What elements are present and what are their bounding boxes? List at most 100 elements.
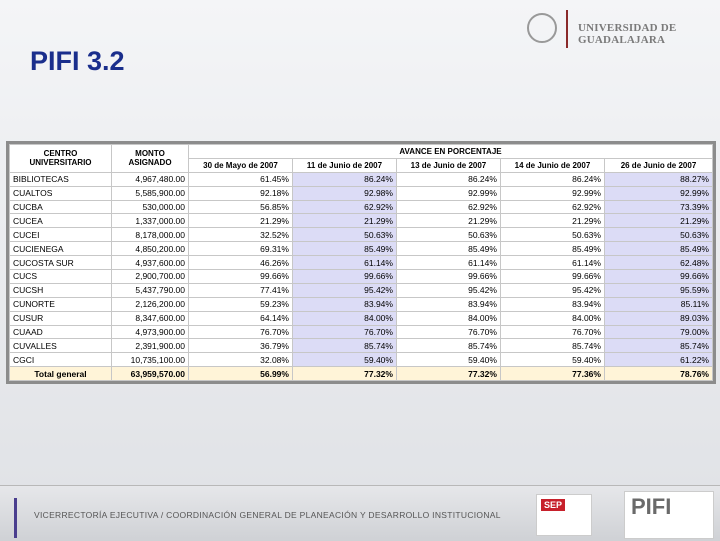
cell: 59.40% — [291, 352, 397, 368]
table-row: CUCSH 5,437,790.00 77.41% 95.42% 95.42% 95.42… — [9, 282, 714, 298]
progress-table: CENTRO UNIVERSITARIO MONTO ASIGNADO AVANCE… — [9, 144, 714, 382]
cell: 2,126,200.00 — [111, 296, 189, 312]
group-header: AVANCE EN PORCENTAJE — [188, 144, 713, 159]
cell: 21.29% — [395, 213, 501, 229]
cell: 62.92% — [499, 199, 605, 215]
cell: 85.49% — [291, 241, 397, 257]
cell: 32.08% — [188, 352, 293, 368]
row-label: CUCS — [9, 269, 112, 284]
cell: 76.70% — [291, 324, 397, 340]
cell: 73.39% — [603, 199, 714, 215]
cell: 76.70% — [499, 324, 605, 340]
table-row: CGCI 10,735,100.00 32.08% 59.40% 59.40% 59.40… — [9, 352, 714, 368]
table-row: CUCEI 8,178,000.00 32.52% 50.63% 50.63% 50.63… — [9, 227, 714, 243]
cell: 85.74% — [499, 338, 605, 354]
cell: 92.98% — [291, 185, 397, 201]
cell: 92.99% — [395, 185, 501, 201]
cell: 62.92% — [395, 199, 501, 215]
date-header: 13 de Junio de 2007 — [395, 157, 501, 173]
cell: 99.66% — [395, 269, 501, 284]
cell: 88.27% — [603, 171, 714, 187]
row-label: CUCEA — [9, 213, 112, 229]
cell: 2,391,900.00 — [111, 338, 189, 354]
cell: 99.66% — [499, 269, 605, 284]
cell: 99.66% — [188, 269, 293, 284]
cell: 86.24% — [395, 171, 501, 187]
cell: 61.45% — [188, 171, 293, 187]
cell: 50.63% — [291, 227, 397, 243]
row-label: CUCOSTA SUR — [9, 255, 112, 271]
cell: 21.29% — [291, 213, 397, 229]
cell: 92.18% — [188, 185, 293, 201]
cell: 85.49% — [499, 241, 605, 257]
table-row: CUCEA 1,337,000.00 21.29% 21.29% 21.29% 21.29… — [9, 213, 714, 229]
cell: 95.42% — [395, 282, 501, 298]
cell: 92.99% — [603, 185, 714, 201]
slide-title: PIFI 3.2 — [30, 46, 125, 76]
cell: 50.63% — [395, 227, 501, 243]
cell: 84.00% — [395, 310, 501, 326]
row-label: BIBLIOTECAS — [9, 171, 112, 187]
cell: 85.11% — [603, 296, 714, 312]
cell: 61.14% — [499, 255, 605, 271]
cell: 89.03% — [603, 310, 714, 326]
cell: 5,437,790.00 — [111, 282, 189, 298]
cell: 77.41% — [188, 282, 293, 298]
cell: 61.14% — [291, 255, 397, 271]
cell: 21.29% — [603, 213, 714, 229]
row-label: CUSUR — [9, 310, 112, 326]
sep-label: SEP — [541, 499, 566, 511]
cell: 76.70% — [395, 324, 501, 340]
cell: 77.32% — [395, 366, 501, 382]
row-label: CUNORTE — [9, 296, 112, 312]
footer: VICERRECTORÍA EJECUTIVA / COORDINACIÓN G… — [0, 485, 720, 541]
row-label: CUALTOS — [9, 185, 112, 201]
cell: 85.49% — [603, 241, 714, 257]
table-row: CUCS 2,900,700.00 99.66% 99.66% 99.66% 99.66%… — [9, 269, 714, 284]
cell: 56.99% — [188, 366, 293, 382]
cell: 2,900,700.00 — [111, 269, 189, 284]
cell: 95.59% — [603, 282, 714, 298]
table-row: CUSUR 8,347,600.00 64.14% 84.00% 84.00% 84.00… — [9, 310, 714, 326]
date-header: 11 de Junio de 2007 — [291, 157, 397, 173]
cell: 36.79% — [188, 338, 293, 354]
institution: UNIVERSIDAD DE GUADALAJARA — [578, 22, 677, 46]
date-header: 14 de Junio de 2007 — [499, 157, 605, 173]
cell: 10,735,100.00 — [111, 352, 189, 368]
cell: 56.85% — [188, 199, 293, 215]
table-row: CUALTOS 5,585,900.00 92.18% 92.98% 92.99% 92.… — [9, 185, 714, 201]
row-label: CGCI — [9, 352, 112, 368]
cell: 77.32% — [291, 366, 397, 382]
cell: 78.76% — [603, 366, 714, 382]
cell: 85.74% — [603, 338, 714, 354]
cell: 86.24% — [499, 171, 605, 187]
logo — [527, 10, 568, 48]
date-header: 30 de Mayo de 2007 — [188, 157, 293, 173]
cell: 61.14% — [395, 255, 501, 271]
cell: 59.40% — [499, 352, 605, 368]
cell: 21.29% — [188, 213, 293, 229]
cell: 76.70% — [188, 324, 293, 340]
cell: 92.99% — [499, 185, 605, 201]
cell: 59.40% — [395, 352, 501, 368]
table-row: CUNORTE 2,126,200.00 59.23% 83.94% 83.94% 83.… — [9, 296, 714, 312]
footer-text: VICERRECTORÍA EJECUTIVA / COORDINACIÓN G… — [34, 510, 501, 520]
cell: 85.49% — [395, 241, 501, 257]
table-row: CUCIENEGA 4,850,200.00 69.31% 85.49% 85.49% 8… — [9, 241, 714, 257]
column-header: CENTRO UNIVERSITARIO — [9, 144, 112, 173]
cell: 5,585,900.00 — [111, 185, 189, 201]
table-row: CUCBA 530,000.00 56.85% 62.92% 62.92% 62.92% 7… — [9, 199, 714, 215]
row-label: CUCEI — [9, 227, 112, 243]
row-label: CUVALLES — [9, 338, 112, 354]
cell: 85.74% — [291, 338, 397, 354]
cell: 86.24% — [291, 171, 397, 187]
cell: 77.36% — [499, 366, 605, 382]
cell: 62.48% — [603, 255, 714, 271]
cell: 530,000.00 — [111, 199, 189, 215]
cell: 4,937,600.00 — [111, 255, 189, 271]
cell: 32.52% — [188, 227, 293, 243]
cell: 63,959,570.00 — [111, 366, 189, 382]
cell: 61.22% — [603, 352, 714, 368]
cell: 59.23% — [188, 296, 293, 312]
